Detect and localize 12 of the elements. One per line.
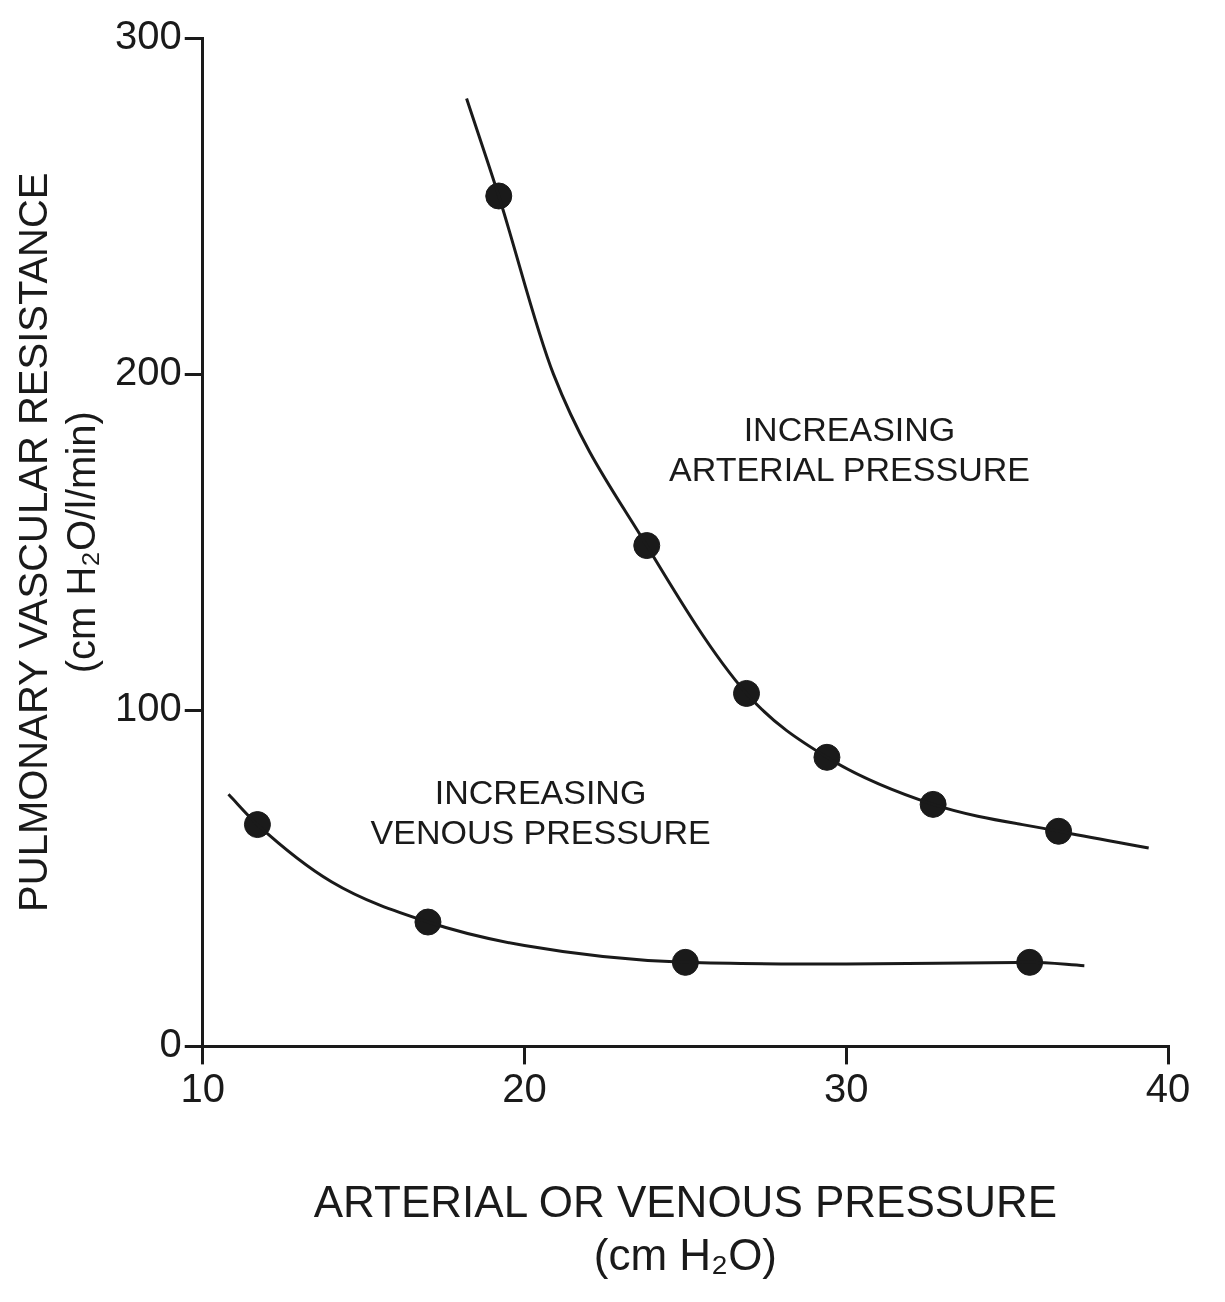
- y-tick-label: 100: [114, 685, 182, 730]
- annotation: INCREASING ARTERIAL PRESSURE: [669, 409, 1030, 488]
- y-tick-label: 0: [159, 1021, 182, 1066]
- x-tick-label: 10: [180, 1066, 225, 1111]
- x-tick-label: 30: [824, 1066, 869, 1111]
- y-axis-title: PULMONARY VASCULAR RESISTANCE (cm H₂O/l/min): [11, 172, 104, 912]
- annotation: INCREASING VENOUS PRESSURE: [370, 772, 711, 851]
- x-tick-label: 20: [502, 1066, 547, 1111]
- x-axis-title: ARTERIAL OR VENOUS PRESSURE (cm H₂O): [313, 1176, 1058, 1279]
- x-tick-label: 40: [1145, 1066, 1191, 1111]
- y-tick-label: 300: [114, 13, 182, 58]
- y-tick-label: 200: [114, 349, 182, 394]
